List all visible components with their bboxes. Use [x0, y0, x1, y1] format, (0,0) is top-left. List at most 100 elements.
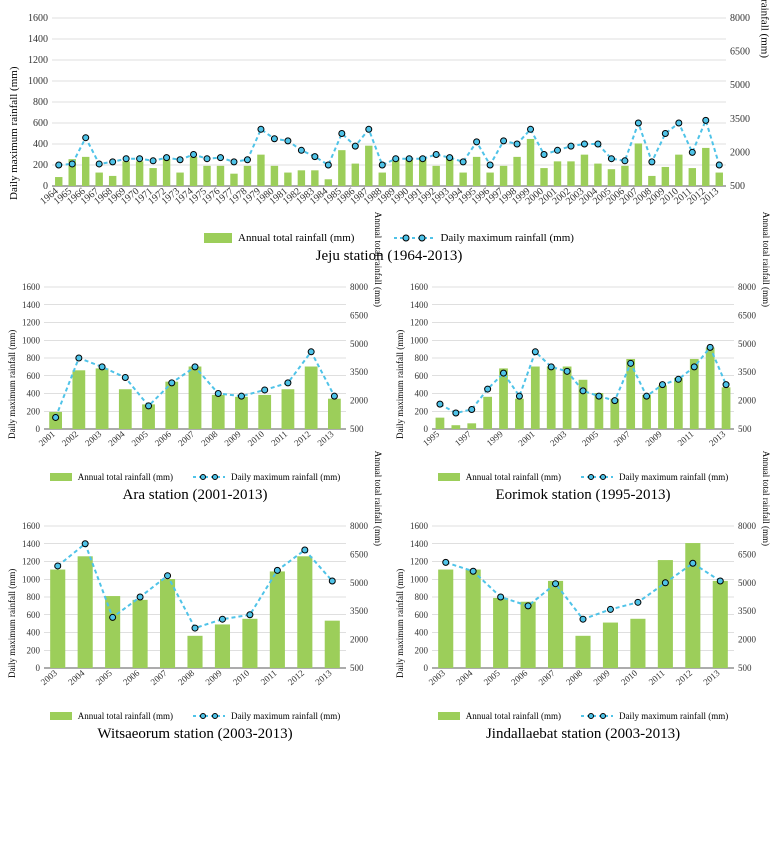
svg-text:1000: 1000 — [410, 574, 429, 584]
svg-text:2005: 2005 — [130, 429, 151, 449]
svg-text:2005: 2005 — [94, 668, 115, 688]
svg-text:2011: 2011 — [259, 668, 279, 687]
svg-text:500: 500 — [350, 663, 364, 673]
svg-text:8000: 8000 — [738, 521, 757, 531]
svg-text:2013: 2013 — [701, 668, 722, 688]
svg-text:500: 500 — [730, 181, 745, 192]
svg-text:2010: 2010 — [246, 429, 267, 449]
svg-text:8000: 8000 — [350, 521, 369, 531]
svg-text:400: 400 — [33, 139, 48, 150]
svg-text:1000: 1000 — [22, 335, 41, 345]
line-swatch — [193, 710, 225, 722]
legend-line: Daily maximum rainfall (mm) — [394, 232, 574, 244]
svg-text:600: 600 — [33, 118, 48, 129]
svg-text:2008: 2008 — [176, 668, 197, 688]
left-axis-label: Daily maximum rainfall (mm) — [395, 569, 405, 678]
svg-text:200: 200 — [33, 160, 48, 171]
svg-text:2009: 2009 — [592, 668, 613, 688]
line-swatch — [394, 232, 434, 244]
witsaeorum-chart: Daily maximum rainfall (mm) Annual total… — [10, 518, 380, 757]
svg-text:5000: 5000 — [730, 80, 750, 91]
svg-text:2008: 2008 — [564, 668, 585, 688]
svg-text:2002: 2002 — [60, 429, 80, 448]
svg-text:2009: 2009 — [644, 429, 665, 449]
svg-text:2007: 2007 — [612, 429, 633, 449]
svg-text:2000: 2000 — [350, 635, 369, 645]
legend-line: Daily maximum rainfall (mm) — [193, 471, 340, 483]
svg-text:3500: 3500 — [738, 606, 757, 616]
ara-title: Ara station (2001-2013) — [10, 487, 380, 504]
eorimok-plot: 0200400600800100012001400160050020003500… — [398, 279, 768, 469]
svg-text:600: 600 — [27, 610, 41, 620]
svg-text:1997: 1997 — [453, 429, 474, 449]
legend-line-label: Daily maximum rainfall (mm) — [619, 472, 728, 482]
svg-text:0: 0 — [36, 424, 41, 434]
left-axis-label: Daily maximum rainfall (mm) — [7, 569, 17, 678]
svg-text:2004: 2004 — [66, 668, 87, 688]
svg-text:800: 800 — [415, 592, 429, 602]
svg-text:1600: 1600 — [410, 521, 429, 531]
svg-text:3500: 3500 — [350, 367, 369, 377]
legend-line-label: Daily maximum rainfall (mm) — [440, 232, 574, 244]
svg-text:600: 600 — [415, 371, 429, 381]
legend-bar: Annual total rainfall (mm) — [204, 232, 354, 244]
legend-bar: Annual total rainfall (mm) — [438, 710, 561, 722]
svg-text:0: 0 — [36, 663, 41, 673]
svg-text:2005: 2005 — [580, 429, 601, 449]
svg-text:2000: 2000 — [350, 396, 369, 406]
svg-text:6500: 6500 — [738, 310, 757, 320]
svg-text:1000: 1000 — [22, 574, 41, 584]
svg-text:1600: 1600 — [22, 521, 41, 531]
svg-text:2003: 2003 — [83, 429, 104, 449]
svg-text:2007: 2007 — [149, 668, 170, 688]
svg-text:5000: 5000 — [738, 578, 757, 588]
svg-text:600: 600 — [415, 610, 429, 620]
svg-text:2011: 2011 — [269, 429, 289, 448]
svg-text:1000: 1000 — [410, 335, 429, 345]
svg-text:500: 500 — [738, 663, 752, 673]
svg-text:2011: 2011 — [647, 668, 667, 687]
svg-text:1200: 1200 — [22, 318, 41, 328]
legend-bar-label: Annual total rainfall (mm) — [466, 711, 561, 721]
legend-line-label: Daily maximum rainfall (mm) — [231, 711, 340, 721]
svg-text:2007: 2007 — [537, 668, 558, 688]
bar-swatch — [204, 233, 232, 243]
svg-text:400: 400 — [415, 389, 429, 399]
svg-text:2012: 2012 — [292, 429, 312, 448]
svg-text:8000: 8000 — [738, 282, 757, 292]
svg-text:2000: 2000 — [738, 396, 757, 406]
svg-text:200: 200 — [27, 406, 41, 416]
svg-text:6500: 6500 — [350, 549, 369, 559]
legend-bar-label: Annual total rainfall (mm) — [466, 472, 561, 482]
svg-text:400: 400 — [27, 628, 41, 638]
ara-legend: Annual total rainfall (mm) Daily maximum… — [10, 471, 380, 483]
svg-text:800: 800 — [33, 97, 48, 108]
svg-text:6500: 6500 — [730, 47, 750, 58]
svg-text:500: 500 — [350, 424, 364, 434]
legend-line: Daily maximum rainfall (mm) — [581, 710, 728, 722]
legend-bar-label: Annual total rainfall (mm) — [78, 711, 173, 721]
svg-text:2003: 2003 — [39, 668, 60, 688]
svg-text:3500: 3500 — [738, 367, 757, 377]
legend-line-label: Daily maximum rainfall (mm) — [619, 711, 728, 721]
jindallaebat-chart: Daily maximum rainfall (mm) Annual total… — [398, 518, 768, 757]
eorimok-legend: Annual total rainfall (mm) Daily maximum… — [398, 471, 768, 483]
legend-line: Daily maximum rainfall (mm) — [193, 710, 340, 722]
svg-text:2009: 2009 — [223, 429, 244, 449]
svg-text:6500: 6500 — [350, 310, 369, 320]
svg-text:2010: 2010 — [619, 668, 640, 688]
svg-text:800: 800 — [415, 353, 429, 363]
svg-text:2010: 2010 — [231, 668, 252, 688]
legend-line-label: Daily maximum rainfall (mm) — [231, 472, 340, 482]
left-axis-label: Daily maximum rainfall (mm) — [395, 330, 405, 439]
witsaeorum-plot: 0200400600800100012001400160050020003500… — [10, 518, 380, 708]
svg-text:2013: 2013 — [707, 429, 728, 449]
svg-text:1200: 1200 — [22, 557, 41, 567]
svg-text:2000: 2000 — [738, 635, 757, 645]
witsaeorum-title: Witsaeorum station (2003-2013) — [10, 726, 380, 743]
legend-bar: Annual total rainfall (mm) — [438, 471, 561, 483]
left-axis-label: Daily maximum rainfall (mm) — [7, 330, 17, 439]
legend-bar: Annual total rainfall (mm) — [50, 710, 173, 722]
svg-text:2006: 2006 — [153, 429, 174, 449]
svg-text:200: 200 — [27, 645, 41, 655]
